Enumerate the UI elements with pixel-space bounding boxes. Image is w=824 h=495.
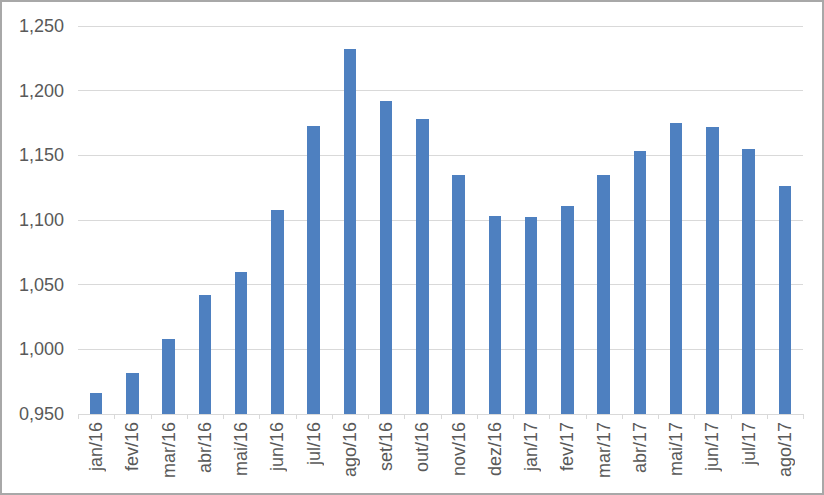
chart-frame: 0,950 1,000 1,050 1,100 1,150 1,200 1,250 jan/…	[0, 0, 824, 495]
x-tick-label: mai/17	[667, 422, 685, 476]
y-gridline	[78, 284, 803, 285]
x-axis-tick	[803, 414, 804, 419]
x-label-slot: fev/17	[549, 422, 585, 494]
y-tick-label: 1,200	[2, 80, 64, 102]
bar-jan-17	[525, 217, 538, 414]
bar-jul-16	[307, 126, 320, 414]
bar-fev-16	[126, 373, 139, 414]
x-label-slot: mar/17	[586, 422, 622, 494]
x-axis-tick	[187, 414, 188, 419]
x-axis-tick	[513, 414, 514, 419]
x-tick-label: dez/16	[486, 422, 504, 476]
x-tick-label: mar/17	[595, 422, 613, 478]
x-label-slot: jan/16	[78, 422, 114, 494]
x-label-slot: jun/16	[259, 422, 295, 494]
bar-set-16	[380, 101, 393, 414]
x-tick-label: out/16	[413, 422, 431, 472]
x-tick-label: set/16	[377, 422, 395, 471]
x-label-slot: abr/16	[187, 422, 223, 494]
bar-jul-17	[742, 149, 755, 414]
x-axis-tick	[259, 414, 260, 419]
bar-ago-17	[779, 186, 792, 414]
x-axis-tick	[731, 414, 732, 419]
bar-ago-16	[344, 49, 357, 414]
bar-jun-17	[706, 127, 719, 414]
x-label-slot: mai/16	[223, 422, 259, 494]
x-label-slot: nov/16	[441, 422, 477, 494]
bar-mar-16	[162, 339, 175, 414]
x-axis-tick	[368, 414, 369, 419]
y-tick-label: 0,950	[2, 403, 64, 425]
x-label-slot: out/16	[404, 422, 440, 494]
bar-mar-17	[597, 175, 610, 414]
x-axis-tick	[477, 414, 478, 419]
x-label-slot: jul/16	[296, 422, 332, 494]
bar-nov-16	[452, 175, 465, 414]
x-label-slot: ago/16	[332, 422, 368, 494]
y-gridline	[78, 26, 803, 27]
plot-area: 0,950 1,000 1,050 1,100 1,150 1,200 1,250 jan/…	[2, 2, 824, 495]
x-axis-tick	[78, 414, 79, 419]
bar-abr-17	[634, 151, 647, 414]
x-tick-label: jul/17	[740, 422, 758, 465]
bar-jan-16	[90, 393, 103, 414]
x-axis-tick	[223, 414, 224, 419]
x-label-slot: jun/17	[694, 422, 730, 494]
x-axis-tick	[404, 414, 405, 419]
x-axis-tick	[586, 414, 587, 419]
x-label-slot: abr/17	[622, 422, 658, 494]
x-label-slot: jan/17	[513, 422, 549, 494]
y-gridline	[78, 220, 803, 221]
x-axis-tick	[549, 414, 550, 419]
x-axis-tick	[441, 414, 442, 419]
bar-jun-16	[271, 210, 284, 414]
x-tick-label: abr/17	[631, 422, 649, 473]
x-label-slot: set/16	[368, 422, 404, 494]
x-tick-label: jan/17	[522, 422, 540, 471]
bar-out-16	[416, 119, 429, 414]
x-axis-tick	[767, 414, 768, 419]
y-tick-label: 1,150	[2, 144, 64, 166]
x-tick-label: fev/16	[123, 422, 141, 471]
y-gridline	[78, 90, 803, 91]
y-tick-label: 1,100	[2, 209, 64, 231]
x-tick-label: jul/16	[305, 422, 323, 465]
y-gridline	[78, 155, 803, 156]
x-label-slot: fev/16	[114, 422, 150, 494]
x-tick-label: jun/17	[703, 422, 721, 471]
x-tick-label: ago/17	[776, 422, 794, 477]
y-tick-label: 1,250	[2, 15, 64, 37]
x-tick-label: fev/17	[558, 422, 576, 471]
y-tick-label: 1,000	[2, 338, 64, 360]
x-label-slot: mai/17	[658, 422, 694, 494]
x-tick-label: mai/16	[232, 422, 250, 476]
y-tick-label: 1,050	[2, 274, 64, 296]
x-axis-tick	[151, 414, 152, 419]
x-axis-tick	[658, 414, 659, 419]
x-tick-label: jun/16	[268, 422, 286, 471]
x-tick-label: nov/16	[450, 422, 468, 476]
x-axis-tick	[332, 414, 333, 419]
x-tick-label: abr/16	[196, 422, 214, 473]
x-label-slot: jul/17	[731, 422, 767, 494]
x-tick-label: jan/16	[87, 422, 105, 471]
x-tick-label: ago/16	[341, 422, 359, 477]
x-tick-label: mar/16	[160, 422, 178, 478]
x-axis-tick	[694, 414, 695, 419]
x-axis-tick	[114, 414, 115, 419]
x-label-slot: ago/17	[767, 422, 803, 494]
x-label-slot: dez/16	[477, 422, 513, 494]
x-axis-tick	[622, 414, 623, 419]
bar-fev-17	[561, 206, 574, 414]
bar-mai-16	[235, 272, 248, 414]
x-label-slot: mar/16	[151, 422, 187, 494]
bar-dez-16	[489, 216, 502, 414]
x-axis-tick	[296, 414, 297, 419]
bar-mai-17	[670, 123, 683, 414]
bar-abr-16	[199, 295, 212, 414]
y-gridline	[78, 349, 803, 350]
